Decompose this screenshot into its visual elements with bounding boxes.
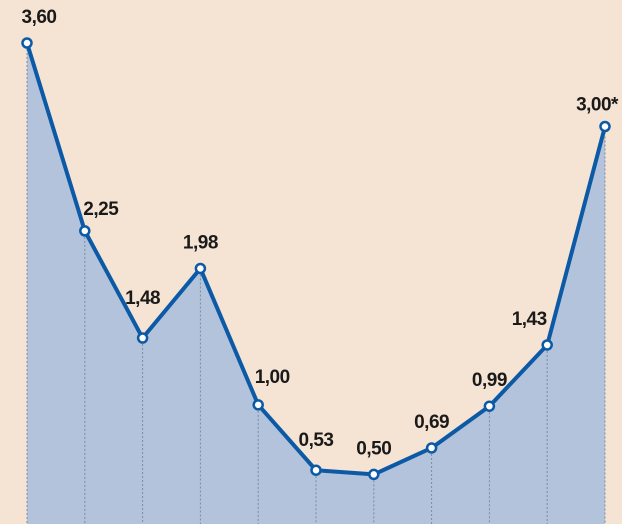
data-label: 2,25 bbox=[83, 199, 119, 220]
data-point bbox=[310, 464, 322, 476]
data-markers bbox=[21, 37, 611, 481]
data-label: 0,53 bbox=[299, 430, 334, 451]
area-fill bbox=[27, 43, 605, 524]
data-label: 1,43 bbox=[512, 309, 547, 330]
data-label: 1,98 bbox=[183, 232, 218, 253]
data-point bbox=[541, 339, 553, 351]
data-label: 0,99 bbox=[472, 370, 507, 391]
data-point bbox=[21, 37, 33, 49]
data-point bbox=[599, 120, 611, 133]
data-point bbox=[368, 468, 380, 481]
data-point bbox=[483, 400, 496, 412]
data-point bbox=[425, 442, 438, 454]
data-point bbox=[194, 262, 207, 275]
drop-lines bbox=[26, 49, 606, 524]
data-labels: 3,60 2,25 1,48 1,98 1,00 0,53 0,50 0,69 0,99 1,43… bbox=[22, 7, 620, 459]
data-point bbox=[136, 332, 149, 344]
data-label: 1,48 bbox=[125, 288, 160, 309]
data-label: 3,00* bbox=[576, 95, 619, 116]
data-label: 0,50 bbox=[356, 438, 391, 459]
data-point bbox=[79, 225, 91, 237]
data-label: 0,69 bbox=[414, 412, 449, 433]
data-point bbox=[252, 399, 264, 411]
data-label: 3,60 bbox=[22, 7, 57, 28]
data-label: 1,00 bbox=[255, 367, 290, 388]
